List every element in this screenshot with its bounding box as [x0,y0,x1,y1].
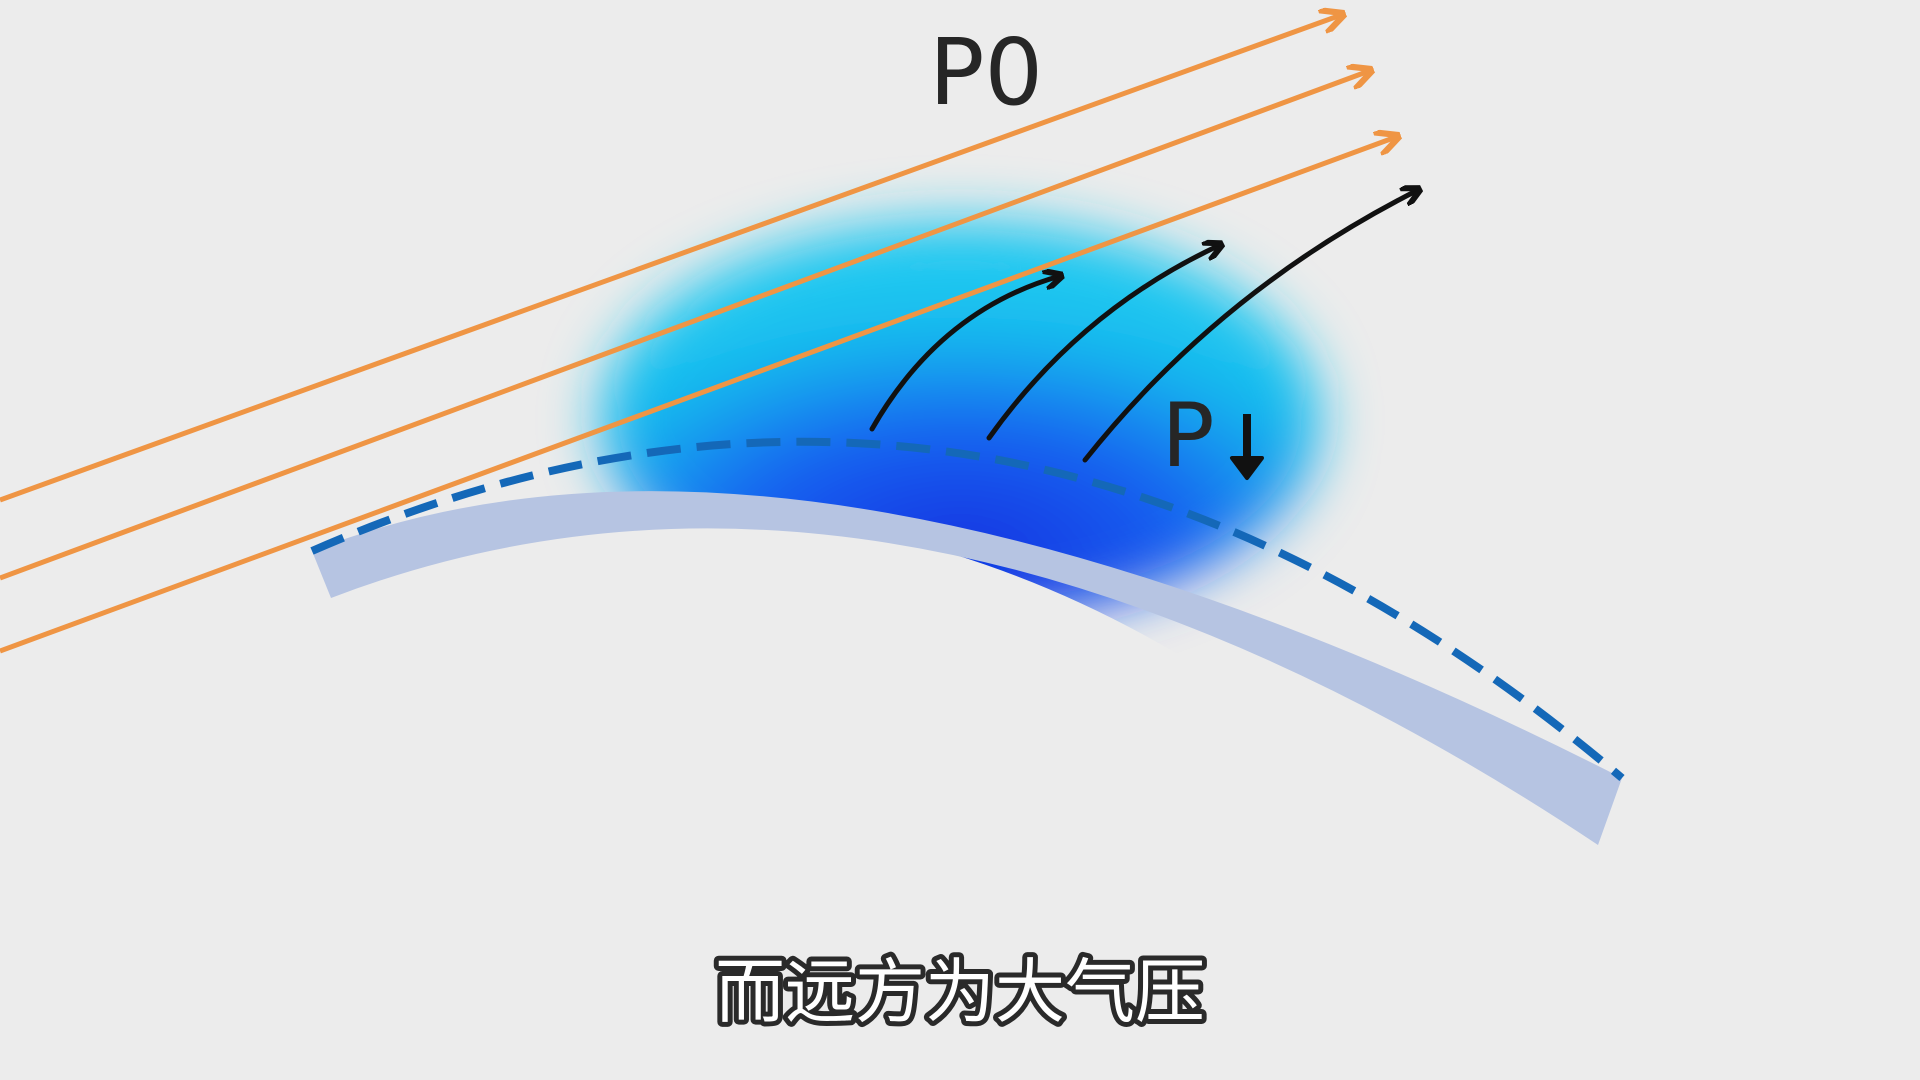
down-arrow [1230,414,1264,480]
airfoil [312,491,1622,845]
suction-arrows [869,190,1418,463]
p-label: P [1161,384,1214,487]
subtitle: 而远方为大气压 [715,951,1205,1033]
surface-line [310,437,1625,782]
airflow [0,15,1396,654]
p0-label: P0 [929,19,1043,126]
